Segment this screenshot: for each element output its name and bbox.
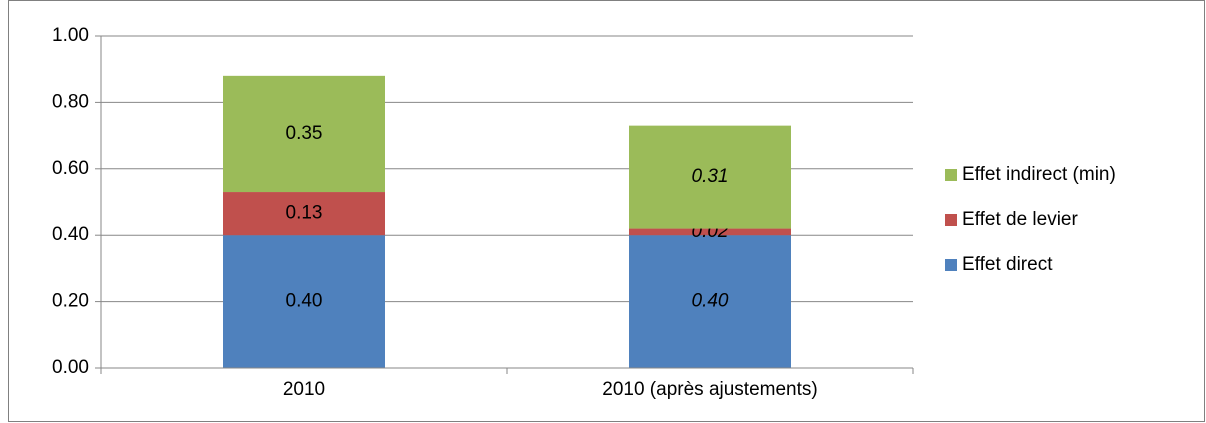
data-label: 0.40 <box>286 291 323 312</box>
bar-segment <box>223 75 385 193</box>
chart-frame <box>8 0 1205 422</box>
y-tick-label: 0.40 <box>52 224 89 245</box>
legend-label: Effet indirect (min) <box>962 164 1116 185</box>
bar-segment <box>629 125 791 229</box>
legend-label: Effet direct <box>962 254 1053 275</box>
legend-swatch <box>945 214 957 226</box>
data-label: 0.35 <box>286 123 323 144</box>
data-label: 0.13 <box>286 203 323 224</box>
x-tick-label: 2010 <box>283 379 325 400</box>
bar-segment <box>629 235 791 368</box>
y-tick-label: 1.00 <box>52 25 89 46</box>
legend-swatch <box>945 259 957 271</box>
data-label: 0.40 <box>692 291 729 312</box>
bar-segment <box>629 228 791 236</box>
bar-segment <box>223 235 385 368</box>
legend-label: Effet de levier <box>962 209 1079 230</box>
y-tick-label: 0.00 <box>52 357 89 378</box>
data-label: 0.31 <box>692 166 729 187</box>
legend-swatch <box>945 169 957 181</box>
bar-segment <box>223 192 385 236</box>
y-tick-label: 0.80 <box>52 91 89 112</box>
y-tick-label: 0.60 <box>52 158 89 179</box>
x-tick-label: 2010 (après ajustements) <box>602 379 817 400</box>
y-tick-label: 0.20 <box>52 291 89 312</box>
